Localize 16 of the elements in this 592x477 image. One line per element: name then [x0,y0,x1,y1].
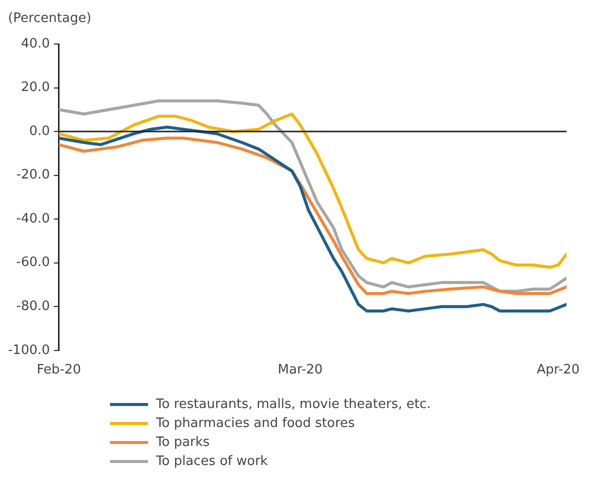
y-tick-label: -100.0 [8,342,50,358]
x-tick-label: Mar-20 [278,362,323,378]
y-tick-label: -20.0 [16,168,50,183]
legend-label: To restaurants, malls, movie theaters, etc. [156,397,431,412]
y-axis-title: (Percentage) [8,10,92,26]
x-tick-label: Feb-20 [36,362,82,378]
x-tick-label: Apr-20 [536,362,580,378]
y-tick-label: -80.0 [16,299,50,314]
y-tick-label: -40.0 [16,211,50,226]
y-tick-label: 20.0 [20,80,50,96]
y-tick-label: 40.0 [20,36,50,52]
y-tick-label: 0.0 [29,124,50,139]
legend-label: To pharmacies and food stores [156,416,355,431]
y-tick-label: -60.0 [16,255,50,270]
legend-label: To places of work [156,454,268,469]
legend-label: To parks [156,435,210,450]
